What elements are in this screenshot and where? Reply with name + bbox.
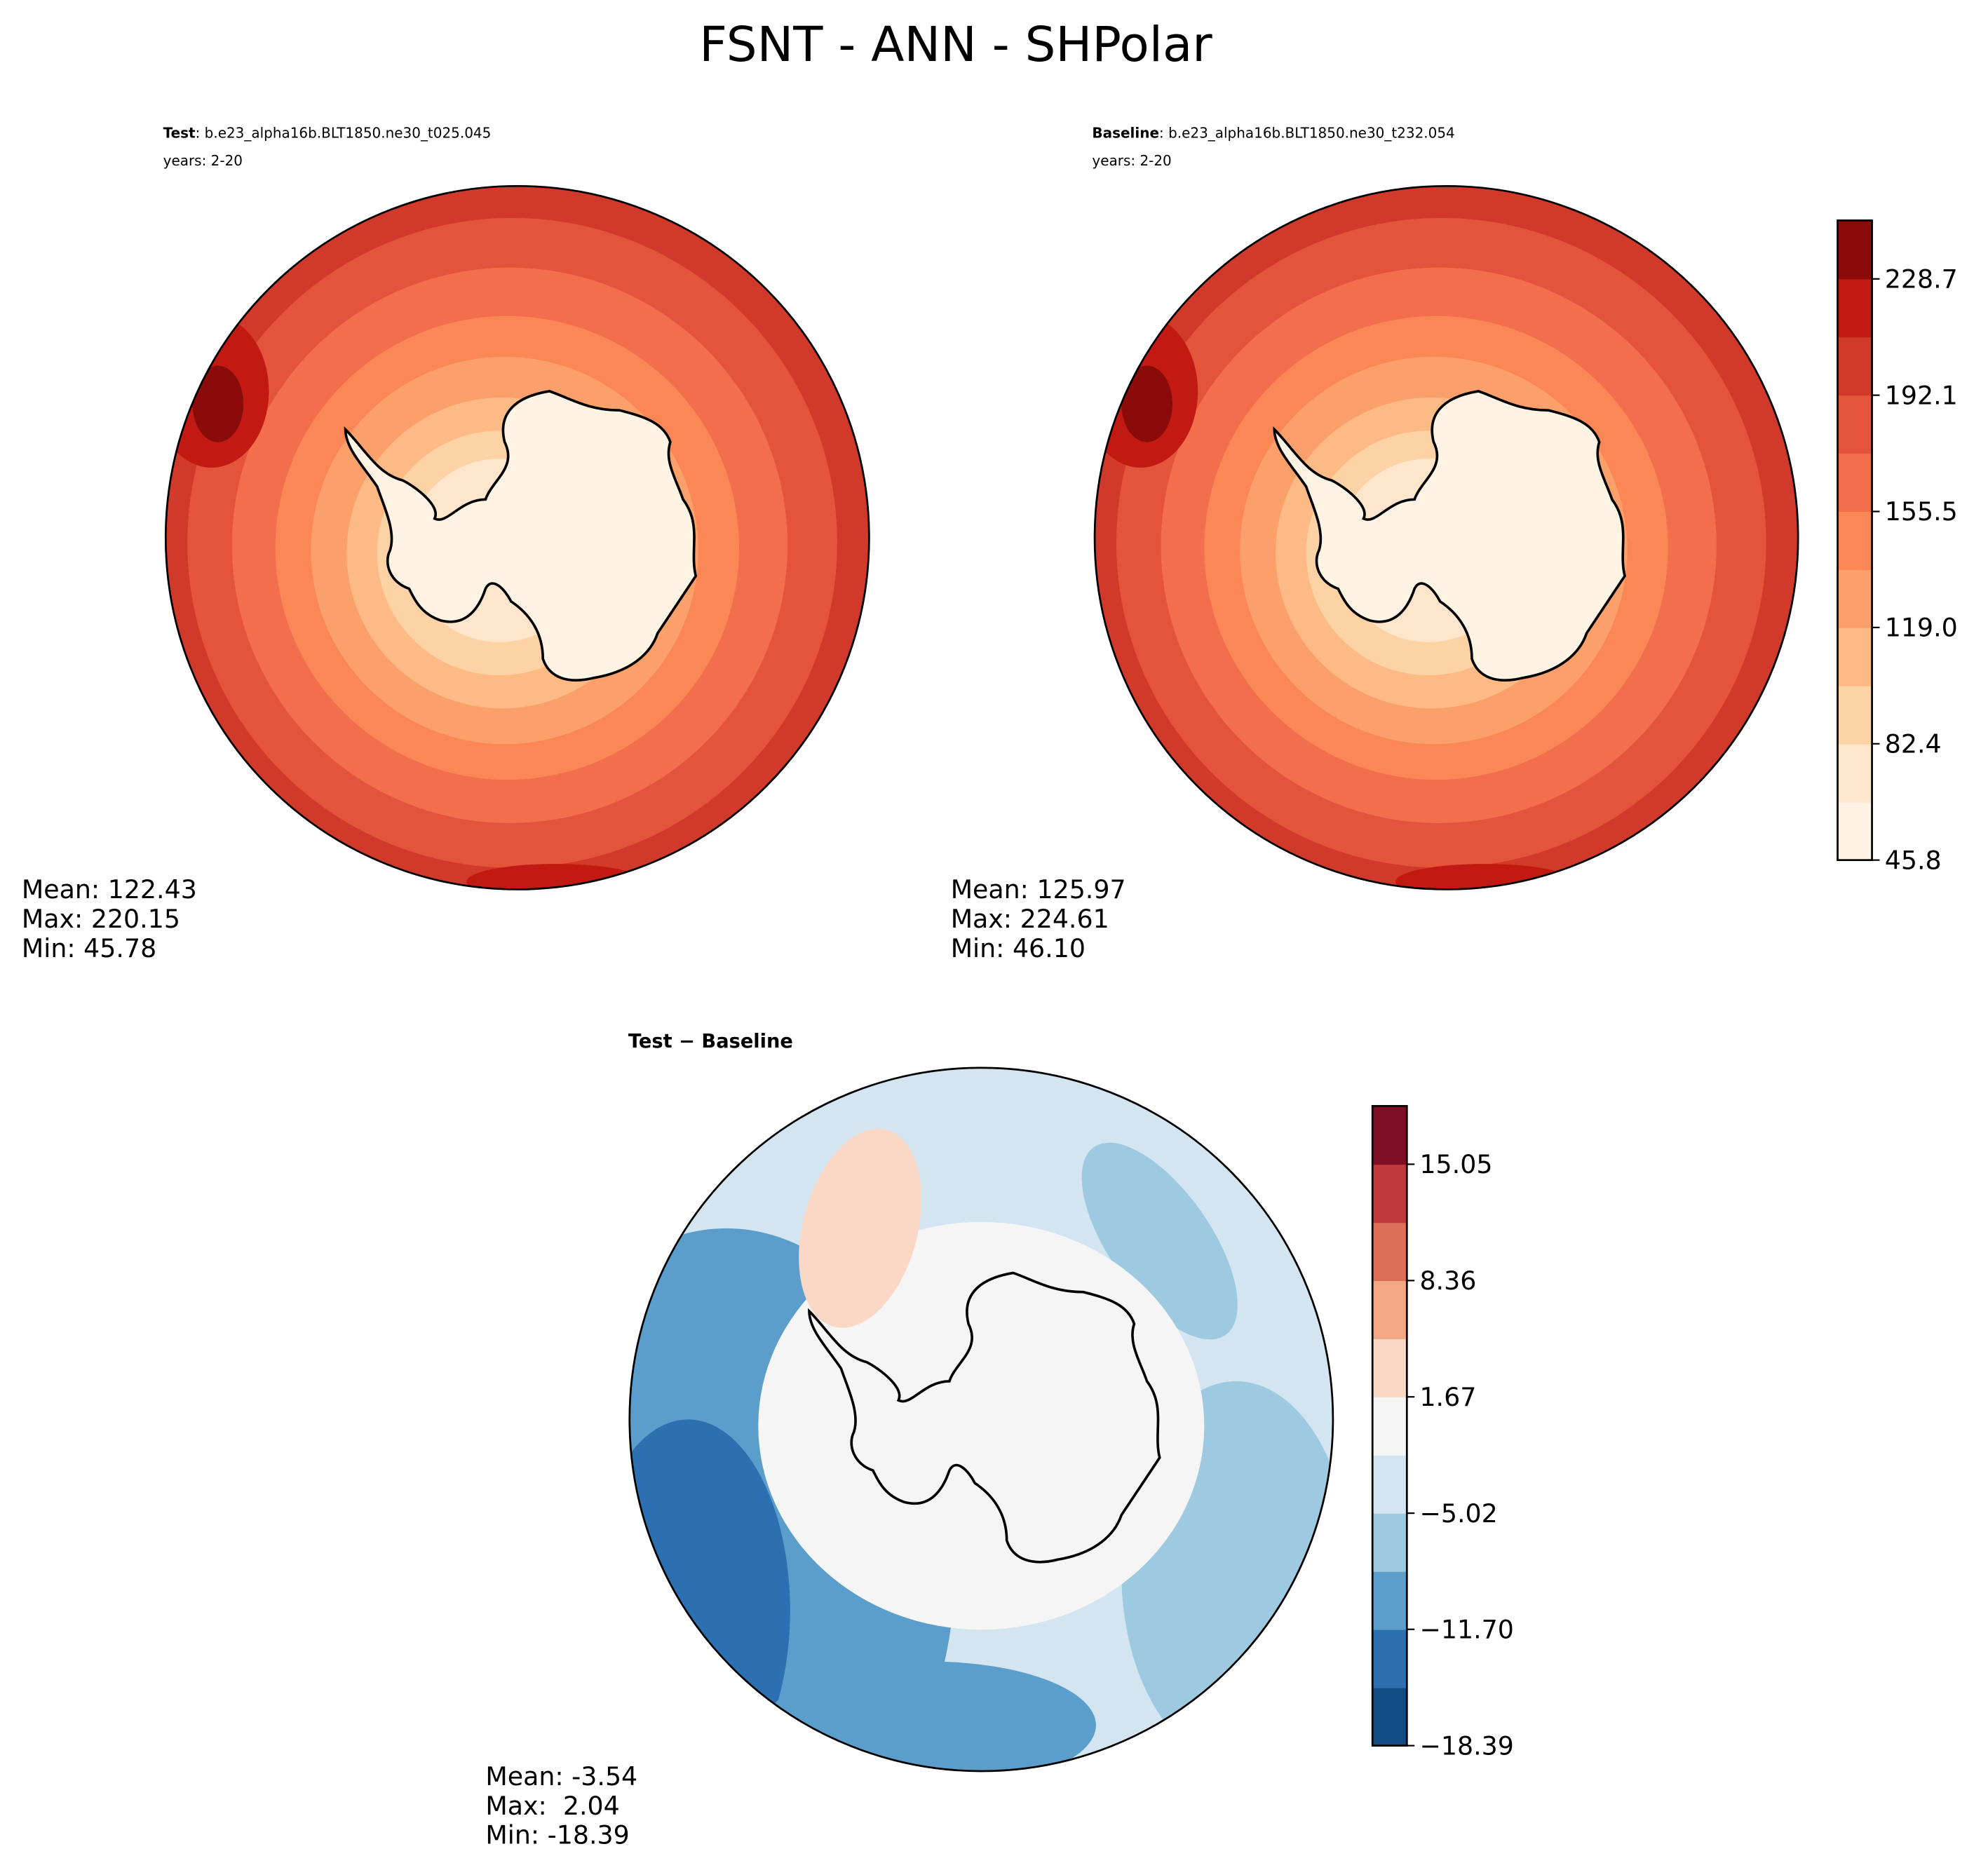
- contour-fill: [1081, 1142, 1238, 1340]
- colorbar-band: [1837, 685, 1872, 745]
- colorbar-band: [1837, 453, 1872, 512]
- figure-title: FSNT - ANN - SHPolar: [699, 17, 1212, 73]
- colorbar-tick-label: 45.8: [1885, 845, 1942, 875]
- colorbar-band: [1837, 801, 1872, 861]
- continent: [344, 390, 698, 682]
- panel-years: years: 2-20: [1092, 152, 1171, 169]
- panel-label: Test − Baseline: [628, 1031, 793, 1052]
- panel-label: Test: [163, 124, 196, 141]
- stat-text: Min: 46.10: [951, 933, 1086, 963]
- colorbar-frame: [1371, 1105, 1408, 1747]
- continent: [808, 1271, 1161, 1564]
- map-boundary: [164, 184, 870, 890]
- contour-fill: [1395, 864, 1574, 890]
- colorbar-band: [1372, 1164, 1407, 1224]
- colorbar-tick-label: −5.02: [1419, 1498, 1497, 1529]
- map: [1095, 186, 1799, 890]
- colorbar-tick-label: 8.36: [1419, 1266, 1476, 1296]
- panel-years: years: 2-20: [163, 152, 243, 169]
- colorbar-band: [1837, 569, 1872, 628]
- colorbar-band: [1837, 278, 1872, 338]
- colorbar-band: [1372, 1687, 1407, 1747]
- contour-fill: [1121, 365, 1172, 442]
- colorbar-band: [1372, 1397, 1407, 1456]
- panel-label: Baseline: [1092, 124, 1159, 141]
- stat-text: Mean: 122.43: [22, 874, 197, 904]
- panel-title: Test − Baseline: [628, 1031, 793, 1052]
- colorbar-tick-label: 82.4: [1885, 729, 1942, 759]
- map-boundary: [1093, 184, 1799, 890]
- stat-text: Mean: -3.54: [485, 1761, 637, 1791]
- map: [629, 1067, 1333, 1771]
- panel-title: Baseline: b.e23_alpha16b.BLT1850.ne30_t2…: [1092, 124, 1454, 141]
- stat-text: Max: 2.04: [485, 1791, 619, 1821]
- panel-case: : b.e23_alpha16b.BLT1850.ne30_t232.054: [1159, 124, 1455, 141]
- colorbar-band: [1837, 220, 1872, 280]
- map-boundary: [628, 1066, 1334, 1773]
- colorbar-band: [1372, 1512, 1407, 1572]
- contour-fill: [799, 1128, 922, 1328]
- continent: [1273, 390, 1626, 682]
- stat-text: Max: 224.61: [951, 904, 1109, 934]
- stat-text: Mean: 125.97: [951, 874, 1126, 904]
- colorbar-tick-label: 155.5: [1885, 496, 1958, 527]
- colorbar-band: [1372, 1222, 1407, 1282]
- contour-fill: [764, 1661, 1096, 1771]
- colorbar-band: [1372, 1454, 1407, 1514]
- panel: Test: b.e23_alpha16b.BLT1850.ne30_t025.0…: [22, 124, 870, 963]
- colorbar-band: [1372, 1280, 1407, 1340]
- colorbar-band: [1372, 1339, 1407, 1397]
- stat-text: Min: 45.78: [22, 933, 156, 963]
- panel-title: Test: b.e23_alpha16b.BLT1850.ne30_t025.0…: [163, 124, 492, 141]
- colorbar-tick-label: 228.7: [1885, 264, 1958, 294]
- stat-text: Min: -18.39: [485, 1820, 629, 1850]
- stat-text: Max: 220.15: [22, 904, 180, 934]
- contour-fill: [629, 1419, 790, 1771]
- colorbar-band: [1837, 511, 1872, 570]
- map: [165, 186, 870, 890]
- colorbar-tick-label: 1.67: [1419, 1382, 1476, 1412]
- colorbar-tick-label: −11.70: [1419, 1614, 1513, 1644]
- contour-fill: [192, 365, 244, 442]
- colorbar-frame: [1837, 219, 1873, 862]
- colorbar-band: [1837, 395, 1872, 454]
- colorbar-band: [1372, 1106, 1407, 1165]
- colorbar-band: [1837, 627, 1872, 686]
- colorbar-tick-label: −18.39: [1419, 1730, 1513, 1761]
- colorbar-band: [1837, 337, 1872, 396]
- colorbar-tick-label: 119.0: [1885, 613, 1958, 643]
- colorbar-tick-label: 192.1: [1885, 380, 1958, 410]
- colorbar-tick-label: 15.05: [1419, 1149, 1492, 1179]
- panel-case: : b.e23_alpha16b.BLT1850.ne30_t025.045: [196, 124, 492, 141]
- contour-fill: [466, 864, 645, 890]
- colorbar-band: [1837, 743, 1872, 803]
- colorbar-band: [1372, 1571, 1407, 1630]
- colorbar-band: [1372, 1629, 1407, 1688]
- panel: Baseline: b.e23_alpha16b.BLT1850.ne30_t2…: [951, 124, 1958, 963]
